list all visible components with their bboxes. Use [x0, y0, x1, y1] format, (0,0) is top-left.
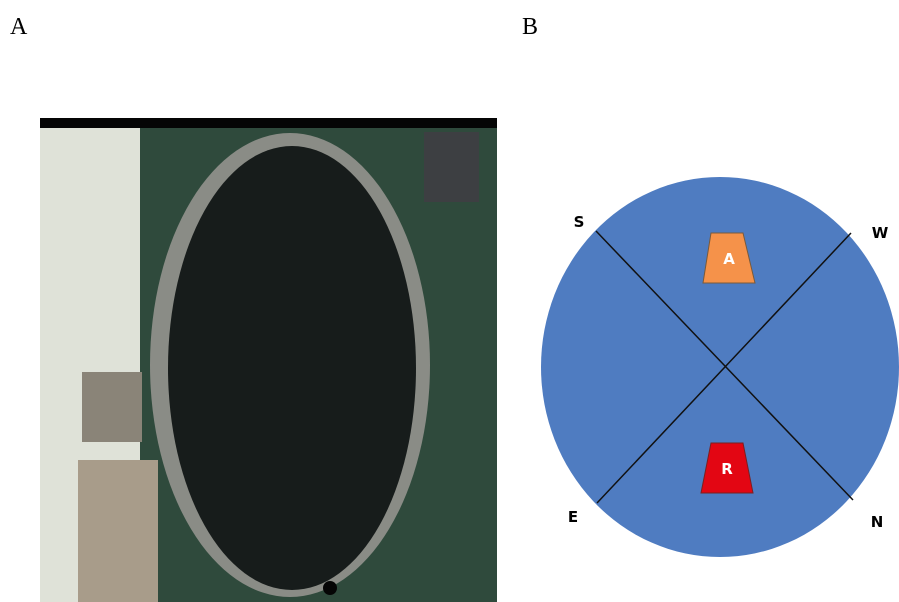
direction-label: E	[568, 508, 578, 526]
marker-label: R	[721, 460, 733, 478]
direction-label: S	[574, 213, 585, 231]
arena-diagram: A R S W E N	[541, 177, 899, 557]
panel-label: B	[522, 14, 538, 40]
page: A B A R S W E N (() => { const data = JS…	[0, 0, 899, 602]
marker-label: A	[723, 250, 735, 268]
photo	[40, 118, 497, 602]
direction-label: W	[872, 224, 889, 242]
figure: A B A R S W E N	[0, 0, 899, 602]
direction-label: N	[871, 513, 884, 531]
panel-label: A	[10, 14, 28, 40]
